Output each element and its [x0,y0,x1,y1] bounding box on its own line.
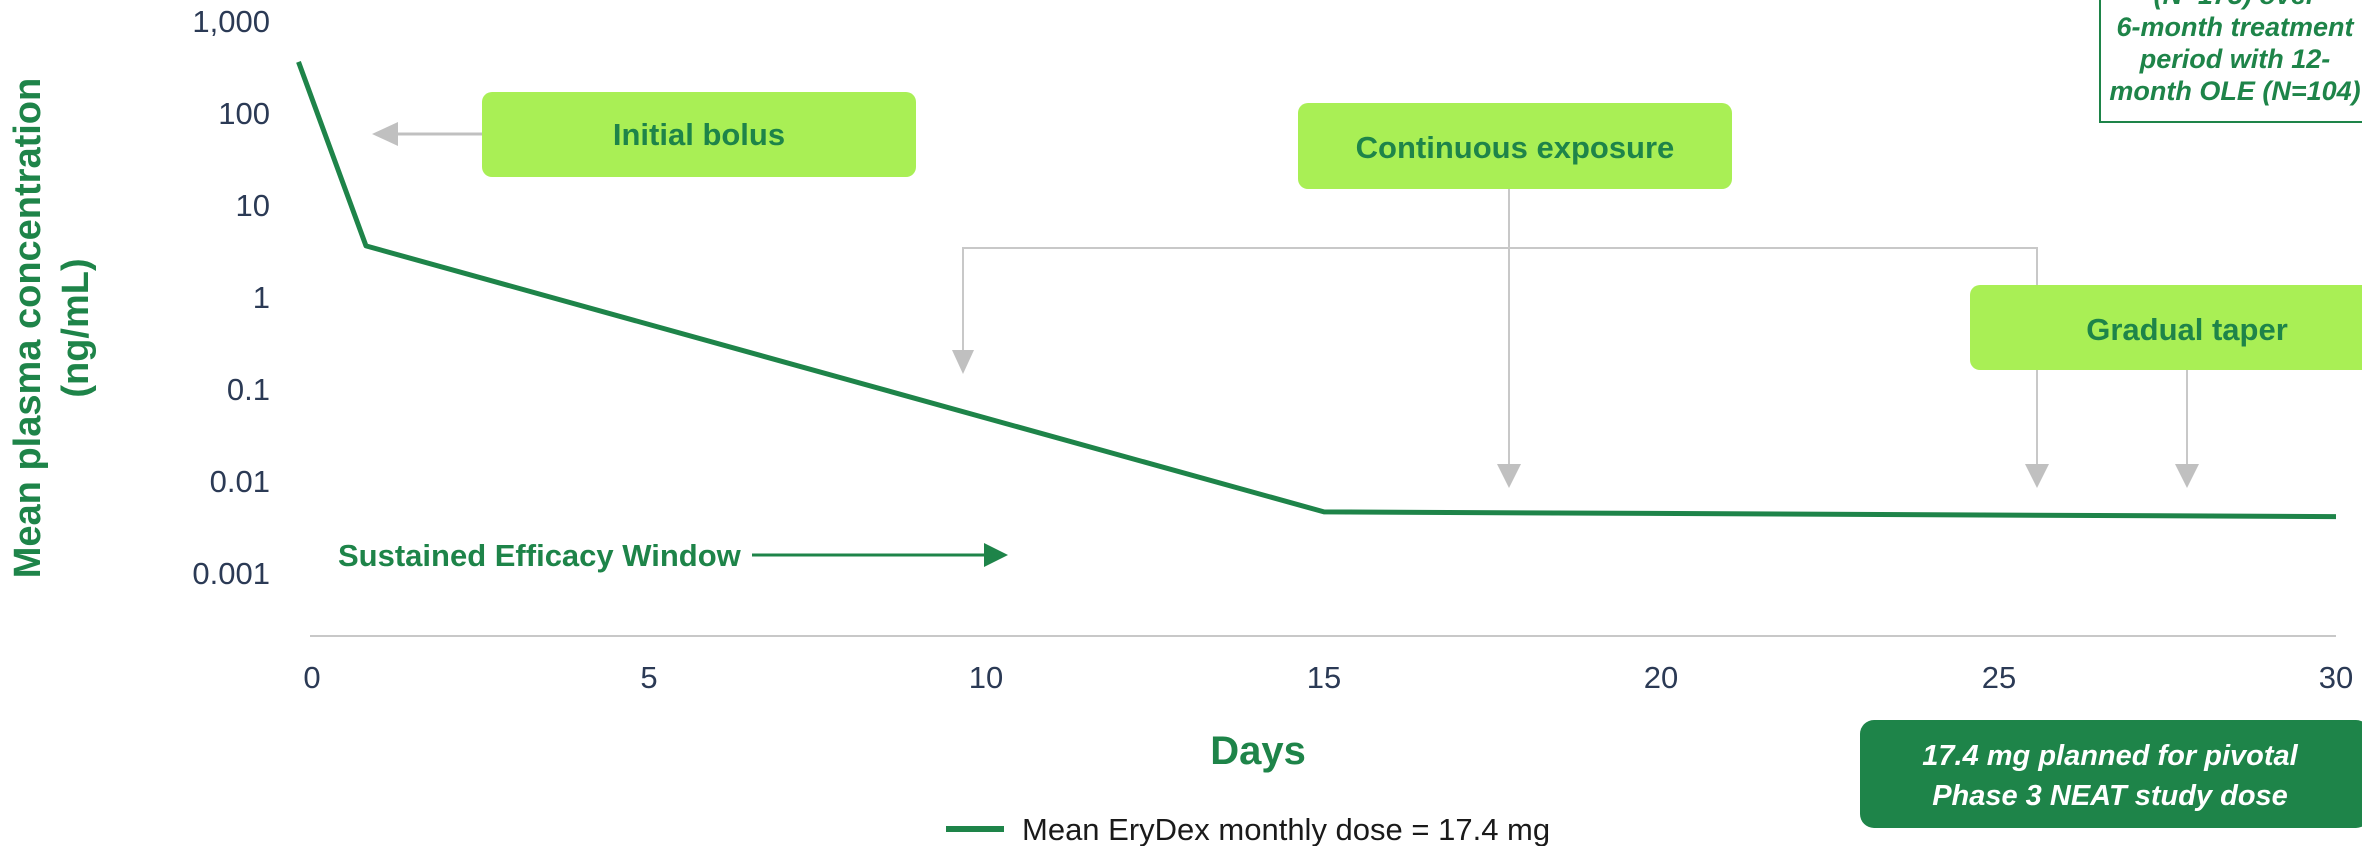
gradual-taper-label: Gradual taper [2086,312,2288,347]
y-axis-label: Mean plasma concentration (ng/mL) [7,78,97,578]
arrowhead-day18 [1497,464,1521,488]
x-tick-20: 20 [1644,660,1678,695]
x-tick-30: 30 [2319,660,2353,695]
exposure-bracket [962,247,2038,470]
ole-note-line4: month OLE (N=104) [2109,76,2360,106]
arrowhead-day10 [952,350,974,374]
y-tick-10: 10 [236,188,270,223]
initial-bolus-arrowhead [372,122,398,146]
y-tick-labels: 1,000 100 10 1 0.1 0.01 0.001 [192,4,270,591]
ole-note-border [2099,0,2362,123]
dose-box-line1: 17.4 mg planned for pivotal [1922,740,2298,772]
x-tick-25: 25 [1982,660,2016,695]
legend: Mean EryDex monthly dose = 17.4 mg [946,812,1550,846]
dose-box: 17.4 mg planned for pivotal Phase 3 NEAT… [1860,720,2362,828]
x-tick-0: 0 [303,660,320,695]
x-axis-label: Days [1210,729,1306,773]
sustained-efficacy-window: Sustained Efficacy Window [338,538,1008,573]
sustained-efficacy-arrowhead [984,543,1008,567]
dose-box-line2: Phase 3 NEAT study dose [1932,780,2288,812]
y-tick-100: 100 [218,96,270,131]
x-tick-10: 10 [969,660,1003,695]
y-axis-label-line1: Mean plasma concentration [7,78,49,578]
initial-bolus-label: Initial bolus [613,117,785,152]
x-tick-5: 5 [640,660,657,695]
ole-note-line2: 6-month treatment [2116,12,2354,42]
y-tick-0.001: 0.001 [192,556,270,591]
legend-label: Mean EryDex monthly dose = 17.4 mg [1022,812,1550,846]
ole-note-line3: period with 12- [2139,44,2331,74]
y-tick-1000: 1,000 [192,4,270,39]
callout-initial-bolus: Initial bolus [372,92,916,177]
y-tick-0.01: 0.01 [210,464,270,499]
initial-bolus-box [482,92,916,177]
arrowhead-day28 [2175,464,2199,488]
series-line-erydex [296,61,2337,520]
callout-continuous-exposure: Continuous exposure [952,103,2049,488]
dose-box-bg [1860,720,2362,828]
y-axis-label-line2: (ng/mL) [55,258,97,397]
continuous-exposure-box [1298,103,1732,189]
x-tick-labels: 0 5 10 15 20 25 30 [303,660,2353,695]
y-tick-1: 1 [253,280,270,315]
x-tick-15: 15 [1307,660,1341,695]
gradual-taper-box [1970,285,2362,370]
ole-note-box: (N=175) over 6-month treatment period wi… [2099,0,2362,123]
sustained-efficacy-label: Sustained Efficacy Window [338,538,742,573]
arrowhead-day26 [2025,464,2049,488]
y-tick-0.1: 0.1 [227,372,270,407]
ole-note-line1: (N=175) over [2154,0,2318,10]
continuous-exposure-label: Continuous exposure [1356,130,1675,165]
callout-gradual-taper: Gradual taper [1970,285,2362,488]
